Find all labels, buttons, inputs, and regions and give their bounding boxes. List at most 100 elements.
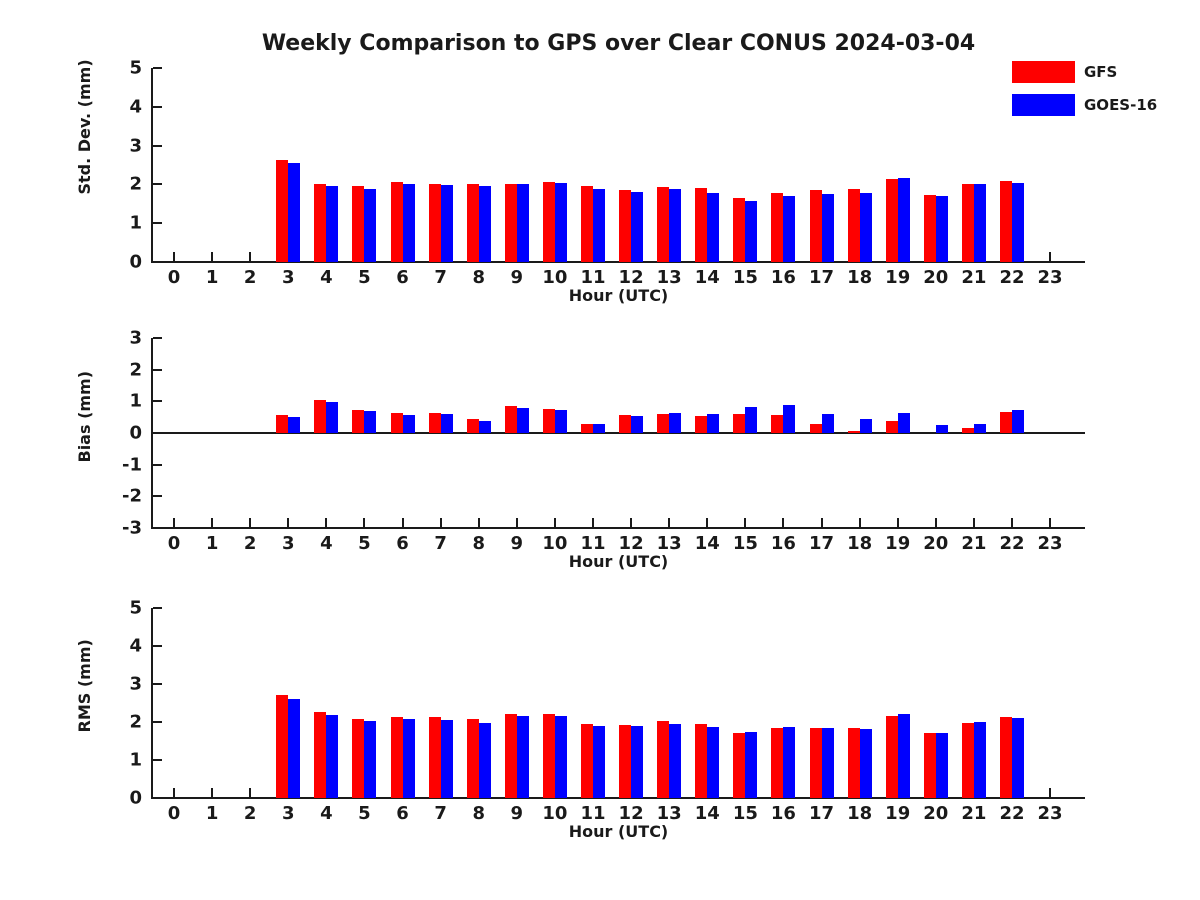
goes16-bar-hour-12	[631, 726, 644, 798]
goes16-bar-hour-8	[478, 186, 491, 262]
y-tick	[153, 67, 162, 69]
gfs-bar-hour-14	[695, 188, 708, 262]
x-tick	[249, 788, 252, 797]
gfs-bar-hour-15	[733, 732, 746, 798]
y-tick-label: 5	[129, 597, 142, 619]
x-tick-label: 4	[320, 533, 333, 554]
x-tick-label: 11	[580, 267, 606, 288]
y-tick	[153, 463, 162, 466]
x-tick	[211, 518, 214, 527]
gfs-bar-hour-7	[428, 717, 441, 798]
x-tick-label: 5	[358, 533, 371, 554]
x-tick	[782, 518, 785, 527]
y-tick-label: 4	[129, 635, 142, 657]
x-tick	[1010, 518, 1013, 527]
gfs-bar-hour-21	[961, 722, 974, 798]
goes16-bar-hour-20	[935, 733, 948, 798]
x-tick-label: 18	[847, 267, 873, 288]
gfs-bar-hour-17	[809, 424, 822, 433]
x-tick-label: 21	[961, 803, 987, 824]
gfs-bar-hour-20	[923, 195, 936, 262]
y-tick	[153, 368, 162, 371]
y-tick-label: 3	[129, 327, 142, 349]
chart-title: Weekly Comparison to GPS over Clear CONU…	[261, 31, 976, 56]
gfs-bar-hour-16	[771, 728, 784, 798]
zero-line	[152, 432, 1085, 434]
gfs-bar-hour-4	[314, 400, 327, 433]
x-tick	[249, 518, 252, 527]
goes16-bar-hour-13	[669, 189, 682, 262]
x-tick-label: 6	[396, 267, 409, 288]
y-tick-label: -1	[122, 454, 142, 476]
goes16-bar-hour-16	[783, 196, 796, 262]
gfs-bar-hour-11	[580, 723, 593, 798]
goes16-bar-hour-22	[1011, 717, 1024, 798]
x-tick-label: 19	[885, 533, 911, 554]
goes16-bar-hour-9	[516, 184, 529, 262]
x-tick-label: 4	[320, 803, 333, 824]
gfs-bar-hour-12	[619, 190, 632, 262]
gfs-bar-hour-11	[580, 186, 593, 262]
x-tick-label: 6	[396, 803, 409, 824]
x-tick-label: 23	[1037, 803, 1063, 824]
rms-x-axis-label: Hour (UTC)	[568, 822, 669, 841]
x-tick-label: 3	[282, 803, 295, 824]
y-tick-label: 1	[129, 749, 142, 771]
x-tick	[211, 788, 214, 797]
gfs-bar-hour-10	[542, 408, 555, 433]
x-tick-label: 7	[434, 803, 447, 824]
x-tick	[173, 518, 175, 527]
goes16-bar-hour-22	[1011, 183, 1024, 262]
goes16-bar-hour-7	[440, 413, 453, 433]
y-tick-label: 4	[129, 96, 142, 118]
x-tick	[896, 518, 899, 527]
goes16-bar-hour-13	[669, 413, 682, 433]
x-tick-label: 17	[808, 803, 835, 824]
goes16-bar-hour-19	[897, 714, 910, 798]
x-tick-label: 11	[580, 533, 606, 554]
gfs-bar-hour-9	[504, 405, 517, 433]
x-tick-label: 21	[961, 533, 987, 554]
x-tick-label: 2	[243, 803, 257, 824]
gfs-bar-hour-14	[695, 724, 708, 798]
x-tick	[820, 518, 823, 527]
x-tick	[858, 518, 861, 527]
goes16-bar-hour-10	[554, 715, 567, 798]
x-tick-label: 6	[396, 533, 409, 554]
x-tick-label: 15	[732, 533, 758, 554]
x-tick	[934, 518, 937, 527]
x-tick	[1049, 252, 1052, 261]
x-tick-label: 14	[694, 803, 720, 824]
x-tick	[249, 252, 252, 261]
y-tick	[153, 400, 162, 403]
gfs-bar-hour-5	[352, 409, 365, 433]
x-tick	[1049, 518, 1052, 527]
goes16-bar-hour-6	[402, 184, 415, 262]
gfs-bar-hour-8	[466, 419, 479, 433]
x-tick-label: 3	[282, 533, 295, 554]
x-tick-label: 14	[694, 533, 720, 554]
goes16-bar-hour-11	[592, 424, 605, 433]
goes16-bar-hour-7	[440, 719, 453, 798]
gfs-bar-hour-13	[657, 721, 670, 798]
x-tick	[553, 518, 556, 527]
goes16-bar-hour-20	[935, 196, 948, 262]
goes16-bar-hour-5	[364, 188, 377, 262]
gfs-bar-hour-9	[504, 183, 517, 262]
gfs-bar-hour-21	[961, 428, 974, 433]
y-tick-label: 0	[129, 251, 142, 273]
y-tick	[153, 527, 162, 529]
y-axis-line	[151, 608, 153, 799]
gfs-bar-hour-16	[771, 192, 784, 262]
gfs-bar-hour-20	[923, 733, 936, 798]
goes16-bar-hour-19	[897, 178, 910, 262]
y-tick-label: 1	[129, 212, 142, 234]
goes16-bar-hour-9	[516, 716, 529, 798]
gfs-bar-hour-6	[390, 717, 403, 798]
goes16-bar-hour-3	[288, 416, 301, 433]
y-tick-label: -2	[122, 485, 142, 507]
goes16-color-swatch	[1012, 94, 1075, 116]
std-dev-x-axis-label: Hour (UTC)	[568, 286, 669, 305]
legend: GFS GOES-16	[1012, 61, 1157, 127]
gfs-bar-hour-19	[885, 178, 898, 262]
